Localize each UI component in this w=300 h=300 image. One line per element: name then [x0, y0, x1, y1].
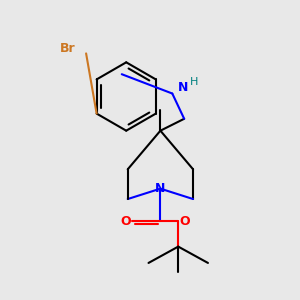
Text: H: H	[190, 77, 198, 87]
Text: N: N	[155, 182, 166, 195]
Text: N: N	[178, 81, 188, 94]
Text: O: O	[120, 215, 131, 228]
Text: O: O	[179, 215, 190, 228]
Text: Br: Br	[60, 42, 76, 56]
